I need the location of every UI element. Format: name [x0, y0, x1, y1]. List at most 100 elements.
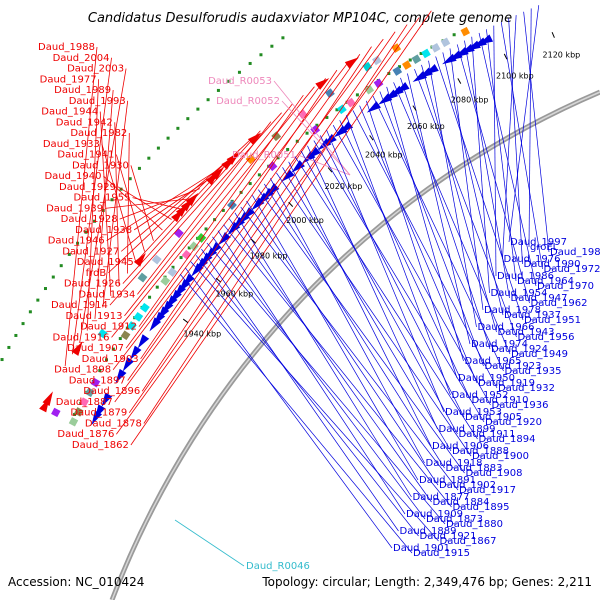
leader-line: [190, 261, 439, 542]
cog-block: [364, 84, 375, 95]
gene-arrow: [115, 368, 127, 384]
gene-label: Daud_1889: [400, 526, 457, 537]
gene-labels: Daud_1988Daud_2004Daud_2003Daud_1977Daud…: [38, 42, 600, 572]
gene-label: Daud_1997: [510, 237, 567, 248]
summary-text: Topology: circular; Length: 2,349,476 bp…: [261, 575, 592, 589]
gene-arrow: [133, 252, 146, 267]
cog-block: [188, 241, 199, 252]
gc-dot: [281, 36, 285, 40]
leader-line: [179, 274, 413, 554]
gene-arrow: [191, 262, 204, 277]
leader-line: [281, 100, 351, 176]
gene-label: Daud_1919: [478, 378, 535, 389]
scale-tick-label: 2120 kbp: [543, 50, 581, 59]
gc-dot: [315, 123, 319, 127]
gene-label: Daud_1883: [446, 463, 503, 474]
leader-line: [108, 139, 251, 274]
leader-line: [119, 188, 201, 220]
scale-tick-label: 1980 kbp: [250, 252, 288, 261]
leader-line: [135, 149, 240, 263]
leader-line: [117, 186, 172, 220]
gene-label: Daud_1933: [43, 139, 100, 150]
gene-label: Daud_1990: [524, 259, 581, 270]
cog-block: [392, 66, 403, 76]
leader-line: [101, 143, 137, 263]
gene-arrow: [366, 101, 381, 113]
leader-line: [359, 105, 478, 384]
gc-dot: [248, 182, 252, 186]
gene-label: Daud_1953: [445, 407, 502, 418]
leader-line: [400, 77, 491, 350]
cog-block: [140, 302, 150, 313]
leader-line: [114, 38, 384, 403]
leader-line: [126, 133, 130, 274]
gene-arrow: [218, 231, 231, 246]
gene-label: Daud_1862: [72, 440, 129, 451]
gene-label: Daud_1911: [459, 429, 516, 440]
leader-line: [442, 52, 504, 316]
leader-line: [282, 167, 452, 452]
leader-line: [471, 36, 490, 294]
leader-line: [246, 200, 439, 486]
gene-label: Daud_1888: [452, 446, 509, 457]
leader-line: [141, 46, 372, 392]
gc-dot: [0, 358, 4, 362]
leader-line: [294, 156, 478, 440]
cog-block: [90, 377, 101, 388]
leader-line: [122, 130, 261, 284]
leader-line: [300, 150, 458, 435]
scale-tick-mark: [327, 167, 333, 173]
cog-block: [440, 37, 451, 48]
gene-label: Daud_1987: [550, 247, 600, 258]
gene-arrow: [137, 334, 150, 349]
gene-arrow: [247, 132, 262, 146]
gene-label: Daud_1938: [75, 225, 132, 236]
leader-line: [263, 183, 445, 469]
gene-arrow: [149, 317, 162, 332]
gene-label: groEL: [530, 242, 559, 253]
gc-dot: [171, 265, 175, 269]
rna-label: Daud_R0046: [246, 561, 310, 572]
gc-dot: [118, 337, 122, 341]
cog-block: [160, 275, 171, 286]
gene-label: Daud_1954: [491, 288, 548, 299]
leader-line: [217, 230, 406, 515]
gene-features: [39, 26, 494, 427]
cog-block: [97, 328, 108, 339]
gc-dot: [325, 115, 329, 119]
leader-line: [372, 95, 504, 372]
cog-block: [74, 407, 84, 417]
gene-label: Daud_1942: [56, 117, 113, 128]
rna-label: Daud_R0053: [208, 76, 272, 87]
gc-dot: [137, 166, 141, 170]
scale-tick-mark: [551, 31, 555, 38]
gene-label: Daud_1965: [465, 356, 522, 367]
scale-tick-label: 2080 kbp: [451, 95, 489, 104]
gene-label: Daud_1876: [57, 429, 114, 440]
gc-dot: [419, 51, 423, 55]
cog-block: [401, 60, 412, 70]
leader-line: [345, 115, 451, 396]
gene-arrow: [442, 53, 457, 65]
gene-label: Daud_1930: [72, 160, 129, 171]
gene-label: Daud_1955: [74, 193, 131, 204]
cog-block: [137, 272, 148, 283]
gc-dot: [67, 252, 71, 256]
leader-line: [124, 103, 293, 317]
leader-line: [64, 46, 98, 367]
cog-block: [245, 154, 256, 165]
gene-label: Daud_1895: [453, 502, 510, 513]
leader-line: [435, 56, 524, 321]
leader-line: [143, 24, 408, 424]
label-leader-lines: [64, 5, 550, 567]
gene-label: Daud_1928: [61, 214, 118, 225]
gene-arrow: [39, 397, 50, 413]
leader-line: [269, 178, 425, 464]
gc-dot: [259, 53, 263, 57]
gene-label: Daud_1956: [518, 332, 575, 343]
gene-arrow: [378, 93, 393, 105]
leader-line: [206, 242, 446, 525]
scale-tick-label: 2040 kbp: [365, 151, 403, 160]
gene-label: Daud_1906: [432, 441, 489, 452]
leader-line: [125, 78, 326, 349]
